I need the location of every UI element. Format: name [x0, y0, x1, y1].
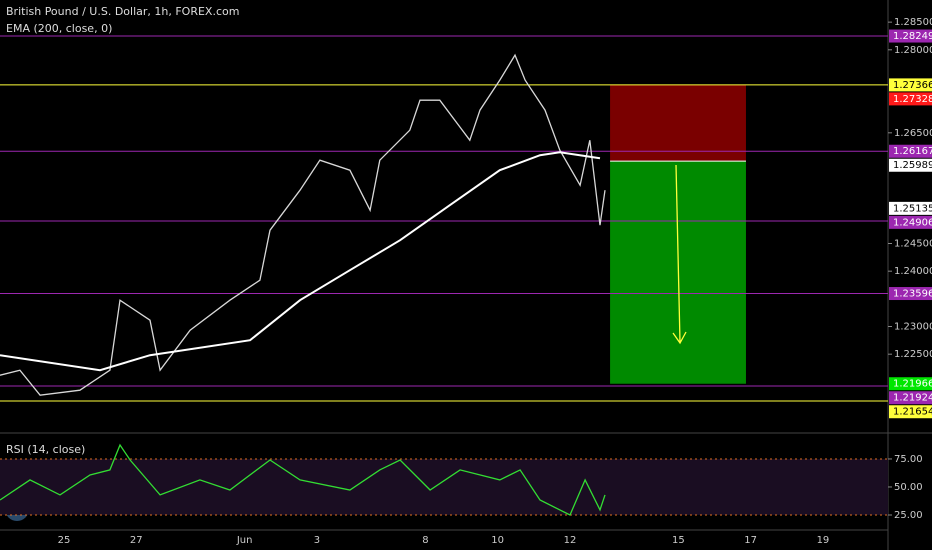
price-label: 1.26167: [893, 146, 932, 157]
y-tick-label: 75.00: [894, 454, 923, 465]
price-label: 1.28249: [893, 31, 932, 42]
y-tick-label: 50.00: [894, 482, 923, 493]
price-label: 1.25135: [893, 203, 932, 214]
price-label-box: [889, 215, 932, 229]
y-tick-label: 1.24500: [894, 239, 932, 250]
price-label: 1.27366: [893, 80, 932, 91]
price-label: 1.23596: [893, 289, 932, 300]
price-label-box: [889, 405, 932, 419]
price-label-box: [889, 29, 932, 43]
x-tick-label: 3: [314, 535, 320, 546]
rsi-band: [0, 458, 888, 515]
price-label-box: [889, 391, 932, 405]
price-label: 1.21924: [893, 393, 932, 404]
x-tick-label: 25: [58, 535, 71, 546]
x-tick-label: 8: [422, 535, 428, 546]
price-label-box: [889, 201, 932, 215]
y-tick-label: 1.28000: [894, 45, 932, 56]
y-tick-label: 1.24000: [894, 266, 932, 277]
x-tick-label: 17: [744, 535, 757, 546]
series-line: [0, 151, 601, 372]
arrow: [672, 164, 687, 345]
series-line: [0, 443, 606, 516]
price-label: 1.27328: [893, 94, 932, 105]
chart-title: British Pound / U.S. Dollar, 1h, FOREX.c…: [6, 5, 239, 18]
x-tick-label: 19: [817, 535, 830, 546]
series-line: [0, 53, 606, 396]
y-tick-label: 1.22500: [894, 349, 932, 360]
price-label-box: [889, 377, 932, 391]
price-label-box: [889, 158, 932, 172]
x-tick-label: 12: [564, 535, 577, 546]
x-tick-label: Jun: [236, 535, 253, 546]
y-tick-label: 1.23000: [894, 322, 932, 333]
price-label-box: [889, 78, 932, 92]
stop-zone: [610, 84, 746, 162]
price-label: 1.21654: [893, 407, 932, 418]
price-label: 1.25989: [893, 160, 932, 171]
price-label: 1.24906: [893, 217, 932, 228]
price-label-box: [889, 287, 932, 301]
price-label-box: [889, 144, 932, 158]
x-tick-label: 15: [672, 535, 685, 546]
indicator-title: EMA (200, close, 0): [6, 22, 112, 35]
x-tick-label: 10: [491, 535, 504, 546]
rsi-title: RSI (14, close): [6, 443, 85, 456]
y-tick-label: 25.00: [894, 510, 923, 521]
price-label: 1.21966: [893, 379, 932, 390]
y-tick-label: 1.26500: [894, 128, 932, 139]
y-tick-label: 1.28500: [894, 17, 932, 28]
x-tick-label: 27: [130, 535, 143, 546]
price-label-box: [889, 92, 932, 106]
